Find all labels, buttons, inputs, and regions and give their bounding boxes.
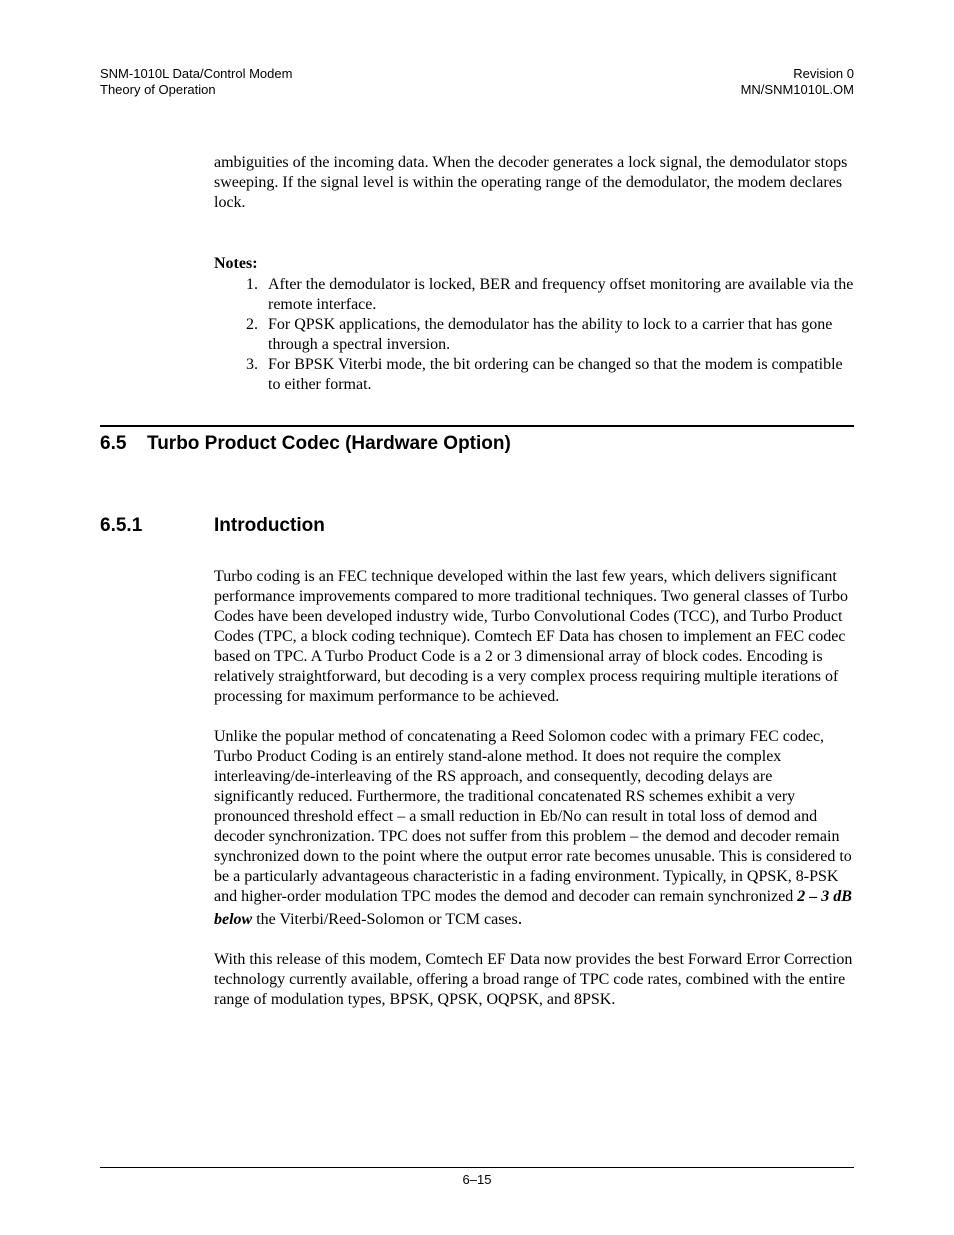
note-item: For BPSK Viterbi mode, the bit ordering … [262,355,854,395]
header-section: Theory of Operation [100,82,292,98]
notes-heading: Notes: [214,255,854,273]
section-number: 6.5 [100,433,147,455]
page-number: 6–15 [100,1172,854,1187]
subsection-heading: 6.5.1 Introduction [100,515,854,537]
running-footer: 6–15 [100,1167,854,1187]
note-item: For QPSK applications, the demodulator h… [262,315,854,355]
body-paragraph: With this release of this modem, Comtech… [214,950,854,1010]
document-page: SNM-1010L Data/Control Modem Theory of O… [0,0,954,1235]
header-left: SNM-1010L Data/Control Modem Theory of O… [100,66,292,99]
section-rule [100,425,854,427]
running-header: SNM-1010L Data/Control Modem Theory of O… [100,66,854,99]
continuation-paragraph: ambiguities of the incoming data. When t… [214,153,854,213]
note-item: After the demodulator is locked, BER and… [262,275,854,315]
footer-rule [100,1167,854,1168]
body-paragraph: Turbo coding is an FEC technique develop… [214,567,854,707]
body-paragraph: Unlike the popular method of concatenati… [214,727,854,930]
header-right: Revision 0 MN/SNM1010L.OM [741,66,854,99]
subsection-body: Turbo coding is an FEC technique develop… [214,567,854,1010]
section-title: Turbo Product Codec (Hardware Option) [147,433,511,455]
subsection-number: 6.5.1 [100,515,214,537]
section-heading: 6.5 Turbo Product Codec (Hardware Option… [100,433,854,455]
header-revision: Revision 0 [741,66,854,82]
para2-period: . [518,908,523,928]
subsection-title: Introduction [214,515,325,537]
header-product: SNM-1010L Data/Control Modem [100,66,292,82]
header-docnum: MN/SNM1010L.OM [741,82,854,98]
content-column: ambiguities of the incoming data. When t… [214,153,854,395]
notes-list: After the demodulator is locked, BER and… [262,275,854,395]
para2-run-b: the Viterbi/Reed-Solomon or TCM cases [252,911,518,928]
para2-run-a: Unlike the popular method of concatenati… [214,728,852,905]
